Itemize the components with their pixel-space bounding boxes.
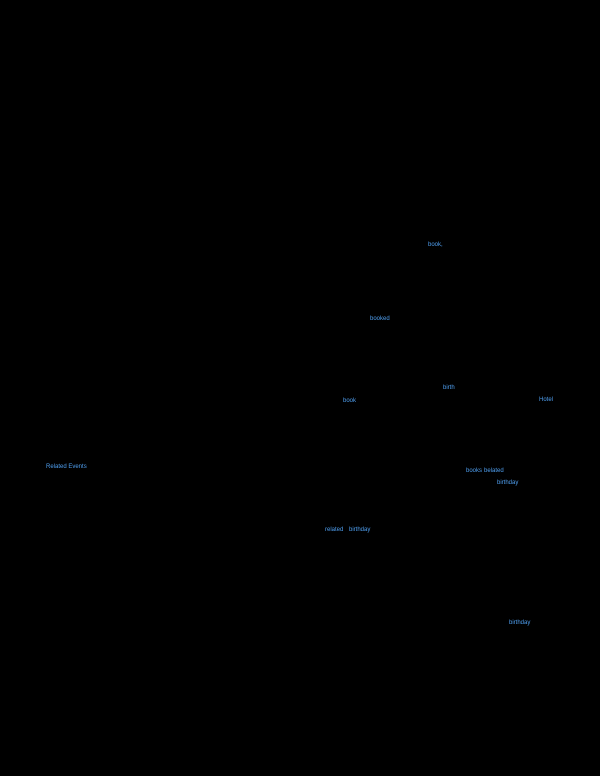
hyperlink[interactable]: birth bbox=[443, 385, 455, 391]
hyperlink[interactable]: belated bbox=[484, 468, 504, 474]
hyperlink[interactable]: birthday bbox=[497, 480, 519, 486]
hyperlink[interactable]: Related Events bbox=[46, 464, 87, 470]
hyperlink[interactable]: related bbox=[325, 527, 344, 533]
hyperlink[interactable]: booked bbox=[370, 316, 390, 322]
hyperlink[interactable]: birthday bbox=[509, 620, 531, 626]
hyperlink[interactable]: book bbox=[343, 398, 357, 404]
hyperlink[interactable]: books bbox=[466, 468, 483, 474]
hyperlink[interactable]: Hotel bbox=[539, 397, 554, 403]
hyperlink[interactable]: birthday bbox=[349, 527, 371, 533]
hyperlink[interactable]: book, bbox=[428, 242, 443, 248]
